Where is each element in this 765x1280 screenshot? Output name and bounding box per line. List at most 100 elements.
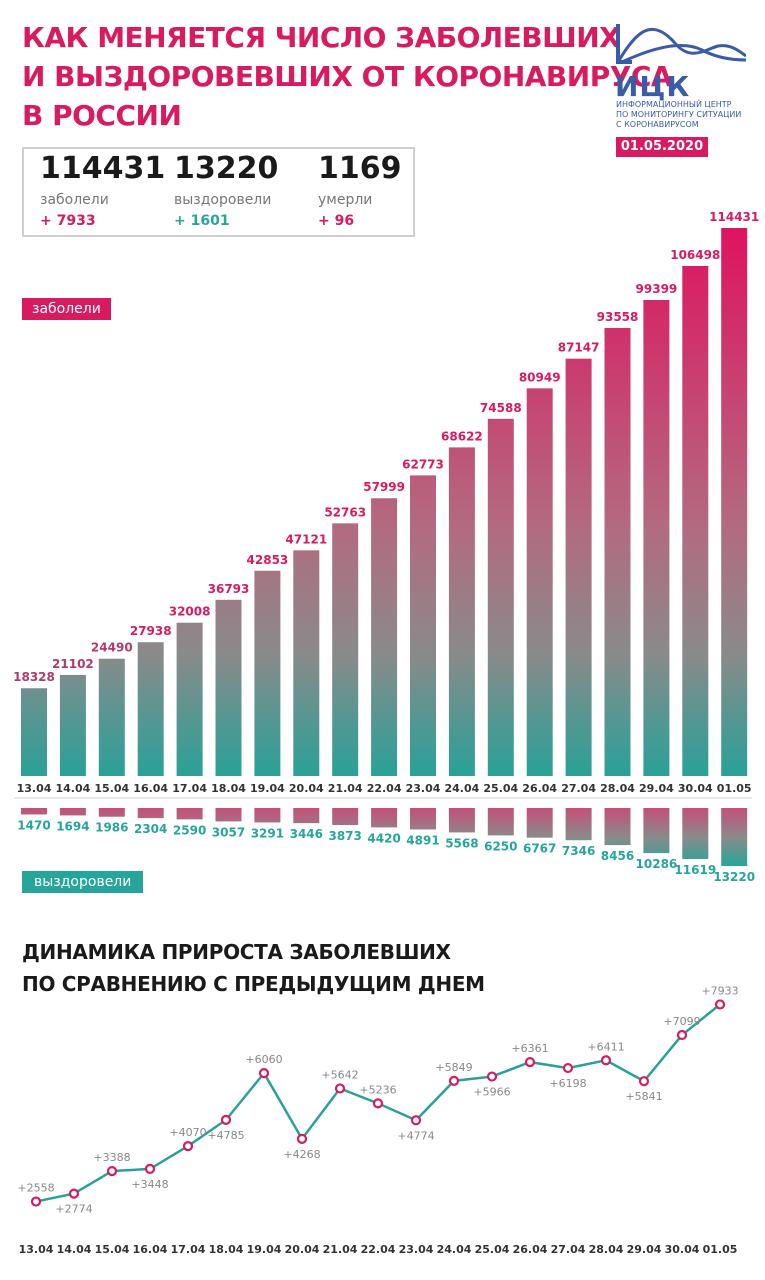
infected-bar xyxy=(293,550,320,776)
infected-bar xyxy=(682,265,709,776)
logo-wave-icon xyxy=(616,24,746,64)
logo-subtitle-line: ИНФОРМАЦИОННЫЙ ЦЕНТР xyxy=(616,100,732,109)
infected-value-label: 93558 xyxy=(597,310,639,324)
infected-value-label: 36793 xyxy=(208,582,250,596)
date-badge: 01.05.2020 xyxy=(616,137,708,157)
infected-value-label: 74588 xyxy=(480,401,522,415)
line-date-tick-label: 20.04 xyxy=(285,1243,320,1256)
infected-bar xyxy=(59,674,86,776)
infected-bar xyxy=(721,228,748,776)
stat-increase: + 96 xyxy=(318,213,355,229)
line-date-tick-label: 16.04 xyxy=(133,1243,168,1256)
line-date-tick-label: 30.04 xyxy=(665,1243,700,1256)
growth-value-label: +2774 xyxy=(55,1203,92,1216)
recovered-bar xyxy=(254,808,281,823)
growth-point xyxy=(448,1075,460,1086)
recovered-bar xyxy=(98,808,125,817)
growth-value-label: +5642 xyxy=(321,1068,358,1081)
infected-value-label: 27938 xyxy=(130,624,172,638)
page-title: КАК МЕНЯЕТСЯ ЧИСЛО ЗАБОЛЕВШИХ И ВЫЗДОРОВ… xyxy=(22,18,673,135)
recovered-value-label: 6250 xyxy=(484,839,517,853)
logo-subtitle-line: ПО МОНИТОРИНГУ СИТУАЦИИ xyxy=(616,110,742,119)
recovered-bar xyxy=(21,808,47,815)
infected-bar xyxy=(410,475,436,776)
recovered-value-label: 6767 xyxy=(523,842,556,856)
stat-value: 114431 xyxy=(40,151,166,186)
line-date-tick-label: 21.04 xyxy=(323,1243,358,1256)
date-tick-label: 14.04 xyxy=(56,782,91,795)
line-date-tick-label: 29.04 xyxy=(627,1243,662,1256)
date-tick-label: 19.04 xyxy=(250,782,285,795)
subtitle-line: ПО СРАВНЕНИЮ С ПРЕДЫДУЩИМ ДНЕМ xyxy=(22,972,485,996)
recovered-value-label: 1694 xyxy=(56,819,89,833)
line-date-tick-label: 28.04 xyxy=(589,1243,624,1256)
recovered-value-label: 10286 xyxy=(636,857,678,871)
logo-name: ИЦК xyxy=(615,70,691,103)
growth-value-label: +6361 xyxy=(511,1042,548,1055)
line-date-tick-label: 24.04 xyxy=(437,1243,472,1256)
infected-bar xyxy=(332,523,359,776)
growth-value-label: +3388 xyxy=(93,1151,130,1164)
line-date-tick-label: 27.04 xyxy=(551,1243,586,1256)
infected-bar xyxy=(604,327,631,776)
line-date-tick-label: 14.04 xyxy=(57,1243,92,1256)
growth-value-label: +4774 xyxy=(397,1129,434,1142)
date-tick-label: 16.04 xyxy=(133,782,168,795)
recovered-bar xyxy=(59,808,86,816)
growth-value-label: +5849 xyxy=(435,1061,472,1074)
growth-point xyxy=(258,1068,270,1079)
line-date-tick-label: 25.04 xyxy=(475,1243,510,1256)
date-tick-label: 25.04 xyxy=(483,782,518,795)
line-date-tick-label: 15.04 xyxy=(95,1243,130,1256)
growth-value-label: +5966 xyxy=(473,1086,510,1099)
title-line: И ВЫЗДОРОВЕВШИХ ОТ КОРОНАВИРУСА xyxy=(22,60,673,93)
growth-point xyxy=(562,1062,574,1074)
recovered-bar xyxy=(526,808,553,838)
recovered-bar xyxy=(215,808,242,822)
infected-value-label: 106498 xyxy=(670,248,720,262)
date-tick-label: 27.04 xyxy=(561,782,596,795)
title-line: КАК МЕНЯЕТСЯ ЧИСЛО ЗАБОЛЕВШИХ xyxy=(22,21,621,54)
infected-bar xyxy=(176,622,203,776)
growth-value-label: +6060 xyxy=(245,1053,282,1066)
recovered-value-label: 3446 xyxy=(290,827,323,841)
recovered-value-label: 13220 xyxy=(713,870,755,884)
infected-bar xyxy=(448,447,475,776)
growth-value-label: +2558 xyxy=(17,1182,54,1195)
recovered-value-label: 11619 xyxy=(674,863,716,877)
recovered-bar xyxy=(643,808,670,854)
logo-subtitle: ИНФОРМАЦИОННЫЙ ЦЕНТР ПО МОНИТОРИНГУ СИТУ… xyxy=(616,100,754,130)
line-date-tick-label: 22.04 xyxy=(361,1243,396,1256)
growth-point xyxy=(676,1029,688,1041)
date-tick-label: 17.04 xyxy=(172,782,207,795)
infected-bar xyxy=(371,498,398,776)
recovered-bar xyxy=(332,808,359,825)
date-tick-label: 15.04 xyxy=(94,782,129,795)
infected-value-label: 57999 xyxy=(363,480,405,494)
date-tick-label: 28.04 xyxy=(600,782,635,795)
date-tick-label: 29.04 xyxy=(639,782,674,795)
growth-point xyxy=(372,1098,384,1109)
infected-bar xyxy=(215,599,242,776)
line-date-tick-label: 23.04 xyxy=(399,1243,434,1256)
infected-value-label: 32008 xyxy=(169,605,211,619)
recovered-bar xyxy=(137,808,164,819)
infected-bar xyxy=(98,658,125,776)
infected-value-label: 99399 xyxy=(636,282,678,296)
date-tick-label: 13.04 xyxy=(17,782,52,795)
recovered-bar xyxy=(604,808,631,846)
growth-point xyxy=(68,1188,80,1199)
infected-bar xyxy=(254,570,281,776)
growth-value-label: +5841 xyxy=(625,1090,662,1103)
infected-bar xyxy=(643,299,670,776)
recovered-bar xyxy=(721,808,748,866)
growth-point xyxy=(220,1114,232,1125)
recovered-value-label: 2304 xyxy=(134,822,167,836)
stat-increase: + 1601 xyxy=(174,213,230,229)
recovered-value-label: 3291 xyxy=(251,826,284,840)
infected-bar xyxy=(21,688,47,776)
recovered-bar xyxy=(410,808,436,830)
growth-value-label: +7099 xyxy=(663,1015,700,1028)
growth-point xyxy=(638,1076,650,1087)
line-date-tick-label: 17.04 xyxy=(171,1243,206,1256)
